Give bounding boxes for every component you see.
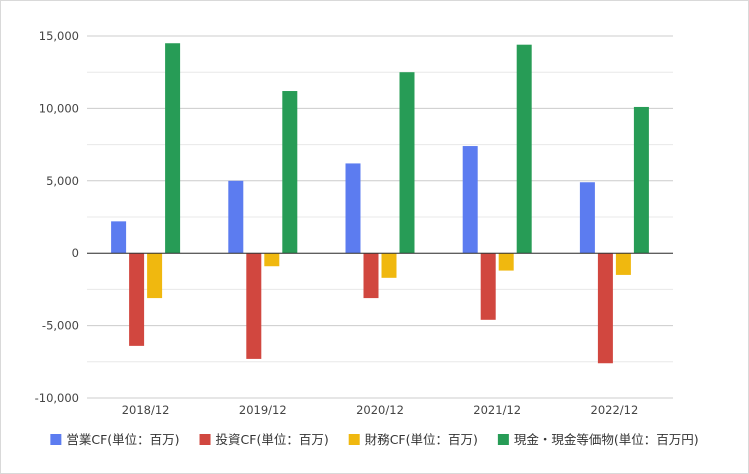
y-tick-label: 10,000 [39, 101, 79, 115]
y-tick-label: 5,000 [46, 174, 79, 188]
bar-series-0-2018/12 [111, 221, 127, 254]
x-tick-label: 2018/12 [122, 403, 170, 417]
legend-item: 営業CF(単位：百万) [50, 432, 180, 447]
bar-series-1-2019/12 [246, 253, 262, 359]
bar-series-3-2021/12 [516, 44, 532, 254]
legend-label: 営業CF(単位：百万) [66, 432, 179, 447]
bar-series-0-2019/12 [228, 180, 244, 254]
bar-series-1-2020/12 [363, 253, 379, 299]
bar-series-1-2018/12 [129, 253, 145, 346]
x-tick-label: 2021/12 [473, 403, 521, 417]
bar-series-0-2022/12 [579, 182, 595, 254]
bar-series-0-2020/12 [345, 163, 361, 254]
bars [111, 43, 649, 364]
legend-swatch [50, 434, 62, 445]
bar-series-3-2022/12 [633, 106, 649, 254]
bar-series-2-2020/12 [381, 253, 397, 278]
legend-label: 投資CF(単位：百万) [216, 432, 329, 447]
y-tick-label: 0 [72, 246, 79, 260]
bar-series-0-2021/12 [462, 146, 478, 254]
x-tick-label: 2022/12 [591, 403, 639, 417]
legend-swatch [199, 434, 211, 445]
legend-swatch [348, 434, 360, 445]
legend-item: 投資CF(単位：百万) [199, 432, 329, 447]
bar-series-1-2022/12 [597, 253, 613, 364]
legend-label: 現金・現金等価物(単位：百万円) [514, 432, 699, 447]
bar-series-2-2022/12 [615, 253, 631, 275]
legend-label: 財務CF(単位：百万) [365, 432, 478, 447]
x-axis-ticks: 2018/12 2019/12 2020/12 2021/12 2022/12 [122, 403, 639, 417]
bar-series-2-2019/12 [264, 253, 280, 267]
legend: 営業CF(単位：百万) 投資CF(単位：百万) 財務CF(単位：百万) 現金・現金等価… [50, 432, 699, 447]
y-tick-label: 15,000 [39, 29, 79, 43]
bar-series-2-2018/12 [147, 253, 163, 299]
bar-series-3-2020/12 [399, 72, 415, 254]
y-tick-label: -5,000 [42, 319, 79, 333]
legend-item: 財務CF(単位：百万) [348, 432, 478, 447]
bar-series-3-2019/12 [282, 91, 298, 254]
x-tick-label: 2020/12 [356, 403, 404, 417]
legend-swatch [497, 434, 509, 445]
y-tick-label: -10,000 [35, 391, 79, 405]
bar-series-2-2021/12 [498, 253, 514, 271]
bar-series-1-2021/12 [480, 253, 496, 320]
bar-series-3-2018/12 [165, 43, 181, 254]
x-tick-label: 2019/12 [239, 403, 287, 417]
legend-item: 現金・現金等価物(単位：百万円) [497, 432, 699, 447]
y-axis-ticks: -10,000 -5,000 0 5,000 10,000 15,000 [35, 29, 79, 405]
